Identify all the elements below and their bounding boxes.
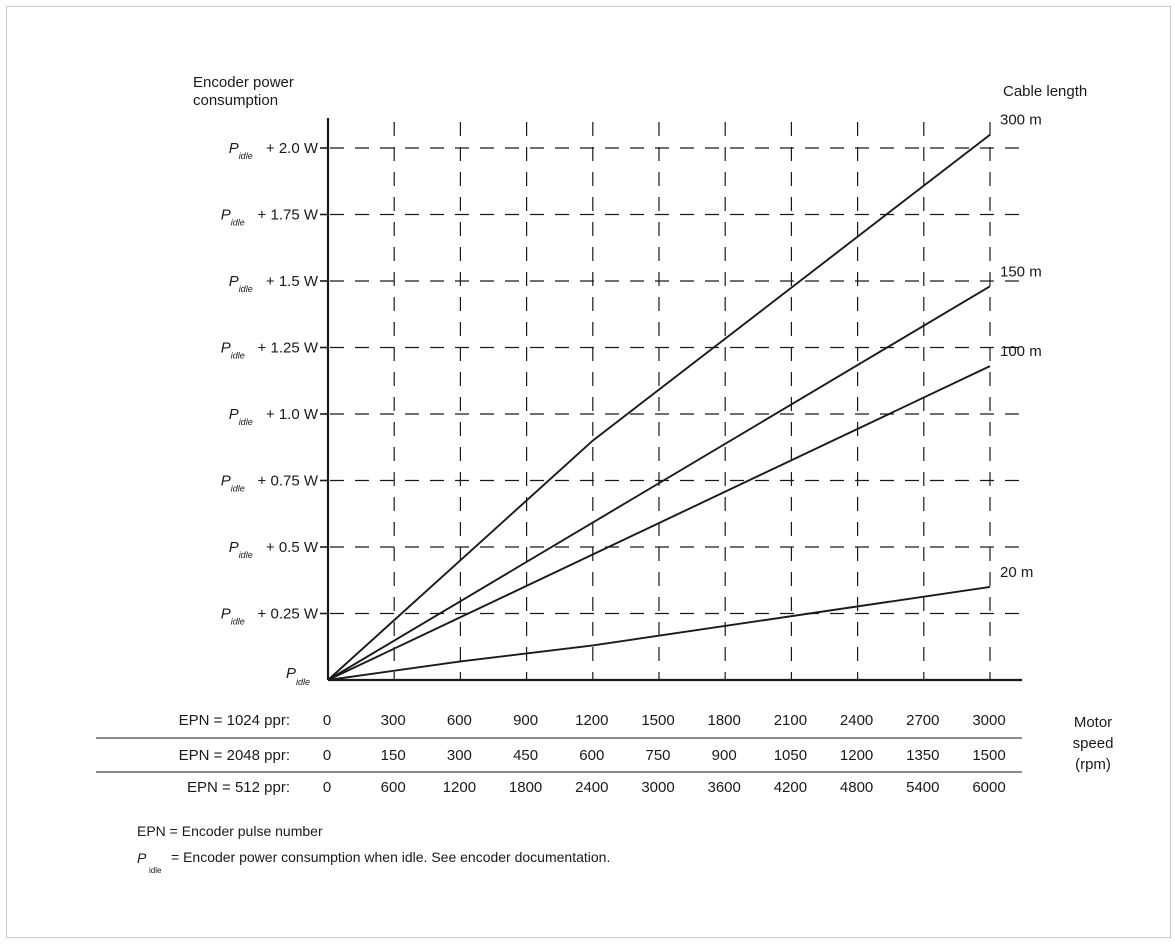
footnote-pidle-symbol: P (137, 850, 147, 866)
x-tick-label: 900 (513, 712, 538, 729)
x-tick-label: 1200 (840, 747, 873, 764)
y-tick-label-symbol: P (229, 539, 239, 556)
axis-layer (96, 118, 1022, 773)
x-axis-title-line: Motor (1074, 714, 1112, 731)
y-tick-label: + 0.75 W P idle (221, 473, 319, 494)
x-row-label: EPN = 2048 ppr: (179, 747, 290, 764)
footnote-pidle-definition: = Encoder power consumption when idle. S… (171, 849, 610, 865)
y-tick-label-subscript: idle (231, 617, 245, 627)
x-axis-title-line: speed (1073, 735, 1114, 752)
x-tick-label: 1800 (509, 779, 542, 796)
x-tick-label: 0 (323, 779, 331, 796)
x-tick-label: 3600 (708, 779, 741, 796)
y-axis-title-line: Encoder power (193, 74, 294, 91)
x-row-label: EPN = 1024 ppr: (179, 712, 290, 729)
y-tick-label-subscript: idle (231, 484, 245, 494)
y-tick-label-symbol: P (229, 273, 239, 290)
x-tick-label: 1200 (575, 712, 608, 729)
x-tick-label: 2400 (575, 779, 608, 796)
y-tick-label-subscript: idle (231, 351, 245, 361)
y-tick-label-suffix: + 1.75 W (258, 207, 319, 224)
y-tick-label-suffix: + 1.0 W (266, 406, 319, 423)
x-tick-label: 5400 (906, 779, 939, 796)
x-tick-label: 1500 (972, 747, 1005, 764)
x-tick-label: 300 (447, 747, 472, 764)
footnote-pidle-subscript: idle (149, 866, 162, 875)
x-tick-label: 900 (712, 747, 737, 764)
x-tick-label: 450 (513, 747, 538, 764)
x-tick-label: 2100 (774, 712, 807, 729)
y-tick-label: + 2.0 W P idle (229, 140, 319, 161)
y-tick-label-subscript: idle (231, 218, 245, 228)
y-tick-label-subscript: idle (239, 550, 253, 560)
y-tick-label-symbol: P (229, 406, 239, 423)
series-label: 150 m (1000, 263, 1042, 280)
y-tick-label-suffix: + 1.5 W (266, 273, 319, 290)
x-tick-label: 600 (381, 779, 406, 796)
x-tick-label: 1050 (774, 747, 807, 764)
y-tick-label-suffix: + 0.25 W (258, 606, 319, 623)
y-tick-label-symbol: P (221, 473, 231, 490)
y-tick-label-subscript: idle (296, 677, 310, 687)
x-tick-label: 2700 (906, 712, 939, 729)
y-tick-label: + 1.5 W P idle (229, 273, 319, 294)
x-tick-label: 6000 (972, 779, 1005, 796)
y-tick-label: + 0.25 W P idle (221, 606, 319, 627)
series-line-100m (327, 365, 991, 681)
series-label: 100 m (1000, 343, 1042, 360)
y-tick-label: + 1.0 W P idle (229, 406, 319, 427)
x-tick-label: 3000 (972, 712, 1005, 729)
y-tick-label-suffix: + 0.5 W (266, 539, 319, 556)
y-tick-label-suffix: + 0.75 W (258, 473, 319, 490)
y-tick-label-symbol: P (229, 140, 239, 157)
y-tick-label-symbol: P (221, 340, 231, 357)
x-tick-label: 600 (447, 712, 472, 729)
series-line-300m (327, 133, 991, 681)
y-tick-label: + 0.5 W P idle (229, 539, 319, 560)
y-tick-label-symbol: P (221, 606, 231, 623)
x-tick-label: 300 (381, 712, 406, 729)
y-axis-title-line: consumption (193, 92, 278, 109)
x-tick-label: 0 (323, 747, 331, 764)
series-label: 300 m (1000, 112, 1042, 129)
legend-title: Cable length (1003, 83, 1087, 100)
y-tick-label-suffix: + 1.25 W (258, 340, 319, 357)
x-tick-label: 0 (323, 712, 331, 729)
x-tick-label: 4200 (774, 779, 807, 796)
series-line-150m (327, 285, 991, 681)
x-tick-label: 1350 (906, 747, 939, 764)
footnote-epn: EPN = Encoder pulse number (137, 823, 323, 839)
x-tick-label: 2400 (840, 712, 873, 729)
x-tick-label: 3000 (641, 779, 674, 796)
y-tick-label-subscript: idle (239, 417, 253, 427)
y-tick-label-subscript: idle (239, 151, 253, 161)
x-tick-label: 1200 (443, 779, 476, 796)
x-axis-title-line: (rpm) (1075, 756, 1111, 773)
figure-frame (6, 6, 1171, 938)
x-tick-label: 600 (579, 747, 604, 764)
grid-layer (330, 122, 1026, 680)
x-tick-label: 4800 (840, 779, 873, 796)
y-tick-label-suffix: + 2.0 W (266, 140, 319, 157)
series-line-20m (327, 585, 991, 681)
series-layer (327, 133, 991, 681)
y-tick-label: + 1.25 W P idle (221, 340, 319, 361)
x-tick-label: 1800 (708, 712, 741, 729)
x-row-label: EPN = 512 ppr: (187, 779, 290, 796)
x-tick-label: 1500 (641, 712, 674, 729)
y-tick-label-symbol: P (221, 207, 231, 224)
y-tick-label: + 1.75 W P idle (221, 207, 319, 228)
y-tick-label-subscript: idle (239, 284, 253, 294)
series-label: 20 m (1000, 564, 1033, 581)
x-tick-label: 150 (381, 747, 406, 764)
x-tick-label: 750 (645, 747, 670, 764)
y-tick-label-symbol: P (286, 665, 296, 682)
